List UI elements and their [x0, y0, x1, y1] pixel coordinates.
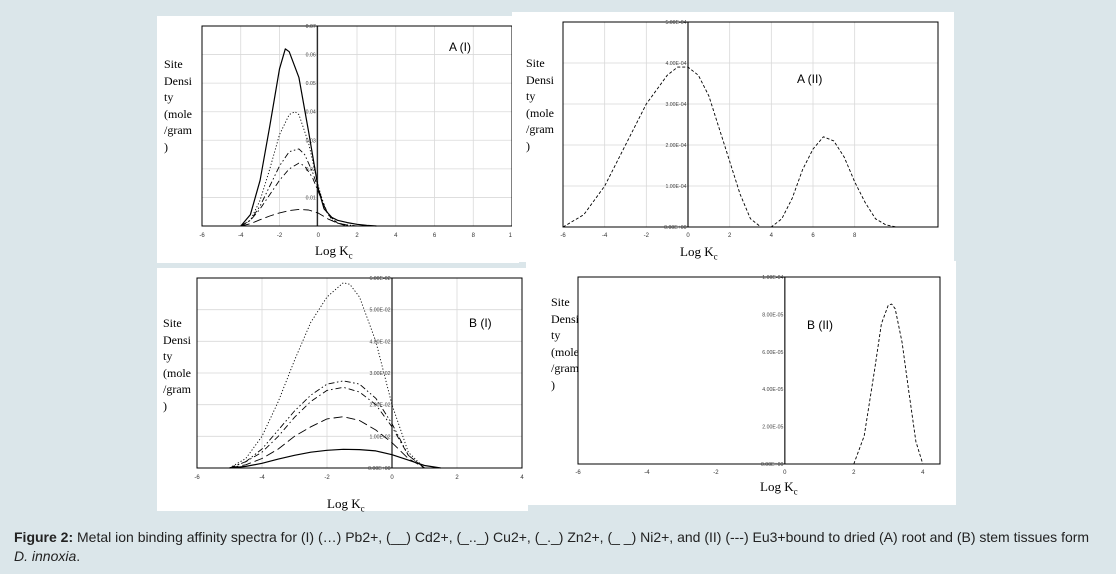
y-tick-label: 0.07	[306, 24, 316, 30]
y-tick-label: 2.00E-04	[665, 143, 686, 149]
grid	[201, 25, 513, 226]
y-tick-label: 6.00E-02	[369, 276, 390, 282]
caption-text: Metal ion binding affinity spectra for (…	[73, 529, 1090, 545]
y-axis-label: Site Densi ty (mole /gram )	[163, 316, 191, 413]
y-tick-label: 8.00E-05	[762, 312, 783, 318]
y-tick-label: 1.00E-02	[369, 434, 390, 440]
chart-panel-a1: -6-4-202468100.010.020.030.040.050.060.0…	[157, 16, 519, 263]
series-line-longdash	[240, 208, 358, 227]
x-axis-label: Log Kc	[760, 479, 798, 497]
caption-end: .	[76, 548, 81, 564]
x-tick-label: 6	[811, 233, 815, 239]
y-tick-label: 6.00E-05	[762, 350, 783, 356]
series-line-solid	[229, 448, 441, 469]
chart-b1: -6 -4 -2 0 2 4 0.00E+00 1.00E-02 2.00E-02 3.00E-0…	[194, 276, 524, 481]
chart-b2: -6 -4 -2 0 2 4 0.00E+00 2.00E-05 4.00E-05 6.00E-0…	[575, 275, 941, 476]
caption-species: D. innoxia	[14, 548, 77, 564]
y-axis-label: Site Densi ty (mole /gram )	[526, 56, 554, 153]
x-tick-label: 2	[852, 470, 856, 476]
series-line-dotted	[229, 282, 425, 469]
plot-frame	[562, 21, 939, 228]
y-axis-label: Site Densi ty (mole /gram )	[551, 295, 579, 392]
y-tick-label: 4.00E-04	[665, 61, 686, 67]
x-tick-label: 2	[355, 233, 359, 239]
y-tick-label: 2.00E-02	[369, 403, 390, 409]
panel-label: B (I)	[469, 316, 492, 330]
plot-frame	[577, 276, 941, 465]
chart-panel-a2: -6 -4 -2 0 2 4 6 8 0.00E+00 1.00E-04 2.00E-04 3.00E…	[512, 12, 954, 262]
x-tick-label: 4	[770, 233, 774, 239]
x-tick-label: 8	[472, 233, 476, 239]
plot-frame	[196, 277, 523, 469]
x-tick-label: 0	[686, 233, 690, 239]
y-tick-label: 0.04	[306, 110, 316, 116]
series-line-dashed	[853, 303, 924, 465]
x-tick-label: 0	[783, 470, 787, 476]
x-tick-label: 2	[455, 475, 459, 481]
x-tick-label: -2	[644, 233, 650, 239]
x-tick-label: 2	[728, 233, 732, 239]
y-tick-label: 5.00E-04	[665, 20, 686, 26]
x-tick-label: -6	[199, 233, 205, 239]
y-tick-label: 4.00E-05	[762, 387, 783, 393]
series-line-dashdotdot	[240, 148, 348, 227]
y-tick-label: 0.05	[306, 81, 316, 87]
y-tick-label: 0.00E+00	[368, 466, 390, 472]
series-line-dashed	[562, 66, 897, 228]
panel-label: B (II)	[807, 318, 833, 332]
x-tick-label: 4	[921, 470, 925, 476]
y-tick-label: 0.06	[306, 53, 316, 59]
x-tick-label: 0	[317, 233, 321, 239]
x-tick-label: -6	[560, 233, 566, 239]
x-tick-label: 6	[433, 233, 437, 239]
x-tick-label: 0	[390, 475, 394, 481]
series-line-dashdot	[229, 386, 425, 469]
series-line-dotted	[240, 111, 358, 227]
caption-label: Figure 2:	[14, 529, 74, 545]
x-tick-label: -2	[713, 470, 719, 476]
x-tick-label: 8	[853, 233, 857, 239]
x-tick-label: -6	[194, 475, 200, 481]
x-axis-label: Log Kc	[315, 243, 353, 261]
y-tick-label: 3.00E-02	[369, 371, 390, 377]
series-line-solid	[240, 48, 377, 227]
y-tick-label: 4.00E-02	[369, 339, 390, 345]
chart-a1: -6-4-202468100.010.020.030.040.050.060.0…	[199, 24, 516, 239]
y-tick-label: 0.02	[306, 167, 316, 173]
y-tick-label: 1.00E-04	[665, 184, 686, 190]
y-tick-label: 5.00E-02	[369, 308, 390, 314]
y-tick-label: 0.00E+00	[664, 225, 686, 231]
y-tick-label: 1.00E-04	[762, 275, 783, 281]
series-line-longdash	[229, 416, 425, 469]
x-tick-label: 4	[520, 475, 524, 481]
y-tick-label: 0.01	[306, 195, 316, 201]
x-tick-label: -2	[277, 233, 283, 239]
x-tick-label: -2	[324, 475, 330, 481]
y-tick-label: 3.00E-04	[665, 102, 686, 108]
grid	[196, 277, 523, 469]
x-tick-label: 4	[394, 233, 398, 239]
panel-label: A (I)	[449, 40, 471, 54]
figure-caption: Figure 2: Metal ion binding affinity spe…	[14, 528, 1106, 566]
chart-panel-b2: -6 -4 -2 0 2 4 0.00E+00 2.00E-05 4.00E-05 6.00E-0…	[526, 261, 956, 505]
series-line-dashdotdot	[229, 380, 425, 469]
x-tick-label: -4	[602, 233, 608, 239]
panel-label: A (II)	[797, 72, 822, 86]
x-tick-label: -4	[238, 233, 244, 239]
x-tick-label: -6	[575, 470, 581, 476]
x-axis-label: Log Kc	[327, 496, 365, 514]
y-tick-label: 0.00E+00	[761, 462, 783, 468]
x-tick-label: -4	[644, 470, 650, 476]
x-tick-label: -4	[259, 475, 265, 481]
y-tick-label: 2.00E-05	[762, 425, 783, 431]
grid	[562, 21, 938, 228]
series-line-dashdot	[240, 162, 348, 227]
x-axis-label: Log Kc	[680, 244, 718, 262]
chart-a2: -6 -4 -2 0 2 4 6 8 0.00E+00 1.00E-04 2.00E-04 3.00E…	[560, 20, 939, 239]
chart-panel-b1: -6 -4 -2 0 2 4 0.00E+00 1.00E-02 2.00E-02 3.00E-0…	[157, 268, 528, 514]
y-axis-label: Site Densi ty (mole /gram )	[164, 57, 192, 154]
